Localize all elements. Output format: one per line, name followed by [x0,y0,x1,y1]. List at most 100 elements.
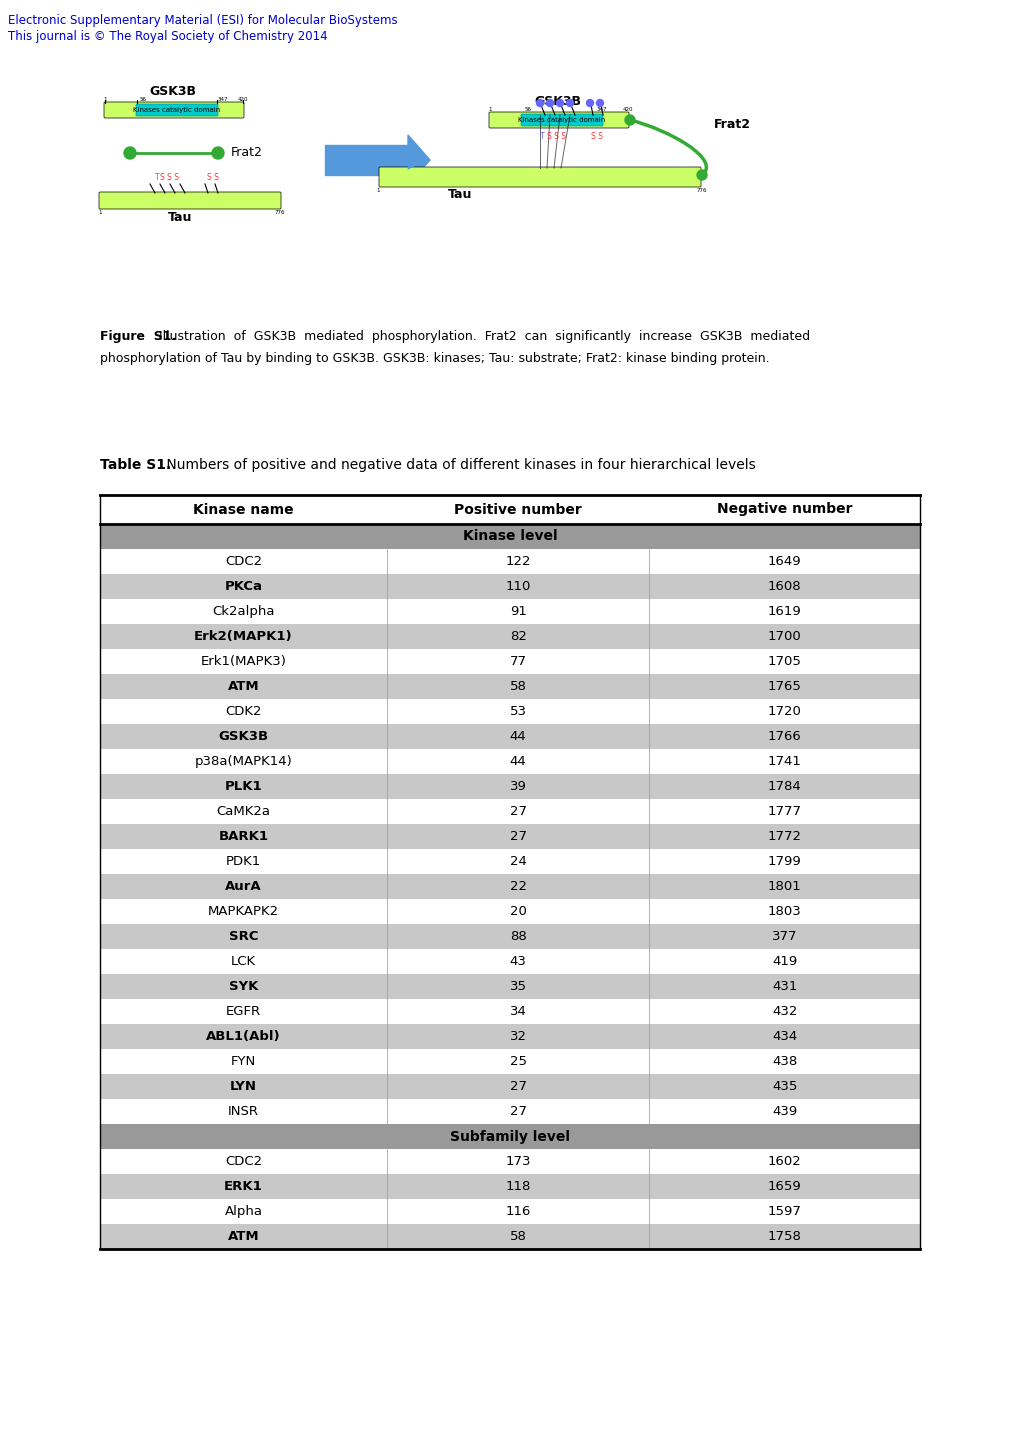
Bar [100,649,919,673]
Text: 1: 1 [103,97,107,102]
Text: Table S1.: Table S1. [100,459,171,472]
Bar [100,1074,919,1099]
Bar [100,799,919,823]
Text: 27: 27 [510,805,526,818]
Text: S S: S S [207,173,219,182]
Bar [100,924,919,949]
Text: 347: 347 [217,97,228,102]
Text: Frat2: Frat2 [230,147,263,160]
Text: S S: S S [590,133,602,141]
Text: 32: 32 [510,1030,526,1043]
Text: GSK3B: GSK3B [534,95,581,108]
Text: 44: 44 [510,730,526,743]
Text: GSK3B: GSK3B [150,85,197,98]
FancyBboxPatch shape [379,167,700,187]
Text: 1: 1 [98,211,102,215]
Text: T: T [155,173,159,182]
Bar [100,874,919,898]
Text: Illustration  of  GSK3B  mediated  phosphorylation.  Frat2  can  significantly  : Illustration of GSK3B mediated phosphory… [151,330,809,343]
Text: MAPKAPK2: MAPKAPK2 [208,906,279,919]
Bar [100,523,919,549]
Text: S S S: S S S [160,173,179,182]
Text: 24: 24 [510,855,526,868]
Text: Erk1(MAPK3): Erk1(MAPK3) [201,655,286,668]
Text: 377: 377 [771,930,797,943]
Text: 435: 435 [771,1080,797,1093]
Bar [100,549,919,574]
Text: 1720: 1720 [767,705,801,718]
Circle shape [566,99,573,107]
Text: LCK: LCK [230,955,256,968]
Text: ATM: ATM [227,681,259,694]
Bar [100,1099,919,1123]
Text: 420: 420 [623,107,633,112]
Text: ERK1: ERK1 [224,1180,263,1193]
Text: 25: 25 [510,1056,526,1069]
Text: 1772: 1772 [767,831,801,844]
Bar [100,598,919,624]
Text: GSK3B: GSK3B [218,730,268,743]
Text: 1758: 1758 [767,1230,801,1243]
Bar [100,1048,919,1074]
Bar [100,1024,919,1048]
Text: 118: 118 [505,1180,530,1193]
Polygon shape [408,136,430,185]
Circle shape [212,147,224,159]
Text: 88: 88 [510,930,526,943]
Bar [100,973,919,999]
Circle shape [696,170,706,180]
Text: phosphorylation of Tau by binding to GSK3B. GSK3B: kinases; Tau: substrate; Frat: phosphorylation of Tau by binding to GSK… [100,352,769,365]
Text: 1741: 1741 [767,756,801,769]
Bar [100,999,919,1024]
Text: 27: 27 [510,831,526,844]
Circle shape [124,147,136,159]
Text: 438: 438 [771,1056,797,1069]
Text: BARK1: BARK1 [218,831,268,844]
Text: 434: 434 [771,1030,797,1043]
Bar [100,898,919,924]
Text: CDK2: CDK2 [225,705,262,718]
Text: ABL1(Abl): ABL1(Abl) [206,1030,280,1043]
Text: 1700: 1700 [767,630,801,643]
Text: 56: 56 [140,97,147,102]
Text: 1: 1 [488,107,491,112]
Text: INSR: INSR [228,1105,259,1118]
Circle shape [586,99,593,107]
Text: 1649: 1649 [767,555,801,568]
Text: 1705: 1705 [767,655,801,668]
Text: 39: 39 [510,780,526,793]
Text: ATM: ATM [227,1230,259,1243]
Text: 43: 43 [510,955,526,968]
Text: Frat2: Frat2 [713,118,750,131]
Text: 1777: 1777 [767,805,801,818]
Text: 1597: 1597 [767,1206,801,1218]
Text: 27: 27 [510,1080,526,1093]
Circle shape [596,99,603,107]
Text: 116: 116 [505,1206,530,1218]
Text: Ck2alpha: Ck2alpha [212,606,274,619]
Text: Erk2(MAPK1): Erk2(MAPK1) [194,630,292,643]
Text: 27: 27 [510,1105,526,1118]
Bar [100,624,919,649]
Text: 20: 20 [510,906,526,919]
Text: 77: 77 [510,655,526,668]
Text: 431: 431 [771,981,797,994]
Text: 1659: 1659 [767,1180,801,1193]
Text: 1784: 1784 [767,780,801,793]
Text: 35: 35 [510,981,526,994]
Text: 34: 34 [510,1005,526,1018]
Bar [100,724,919,748]
Bar [100,849,919,874]
Text: 58: 58 [510,681,526,694]
Text: 110: 110 [505,580,530,593]
Bar [100,774,919,799]
Text: SYK: SYK [228,981,258,994]
Text: PDK1: PDK1 [225,855,261,868]
Text: EGFR: EGFR [226,1005,261,1018]
Circle shape [546,99,553,107]
Text: 1608: 1608 [767,580,801,593]
Bar [100,673,919,699]
Text: Positive number: Positive number [453,502,582,516]
Text: 420: 420 [237,97,248,102]
Bar [100,748,919,774]
